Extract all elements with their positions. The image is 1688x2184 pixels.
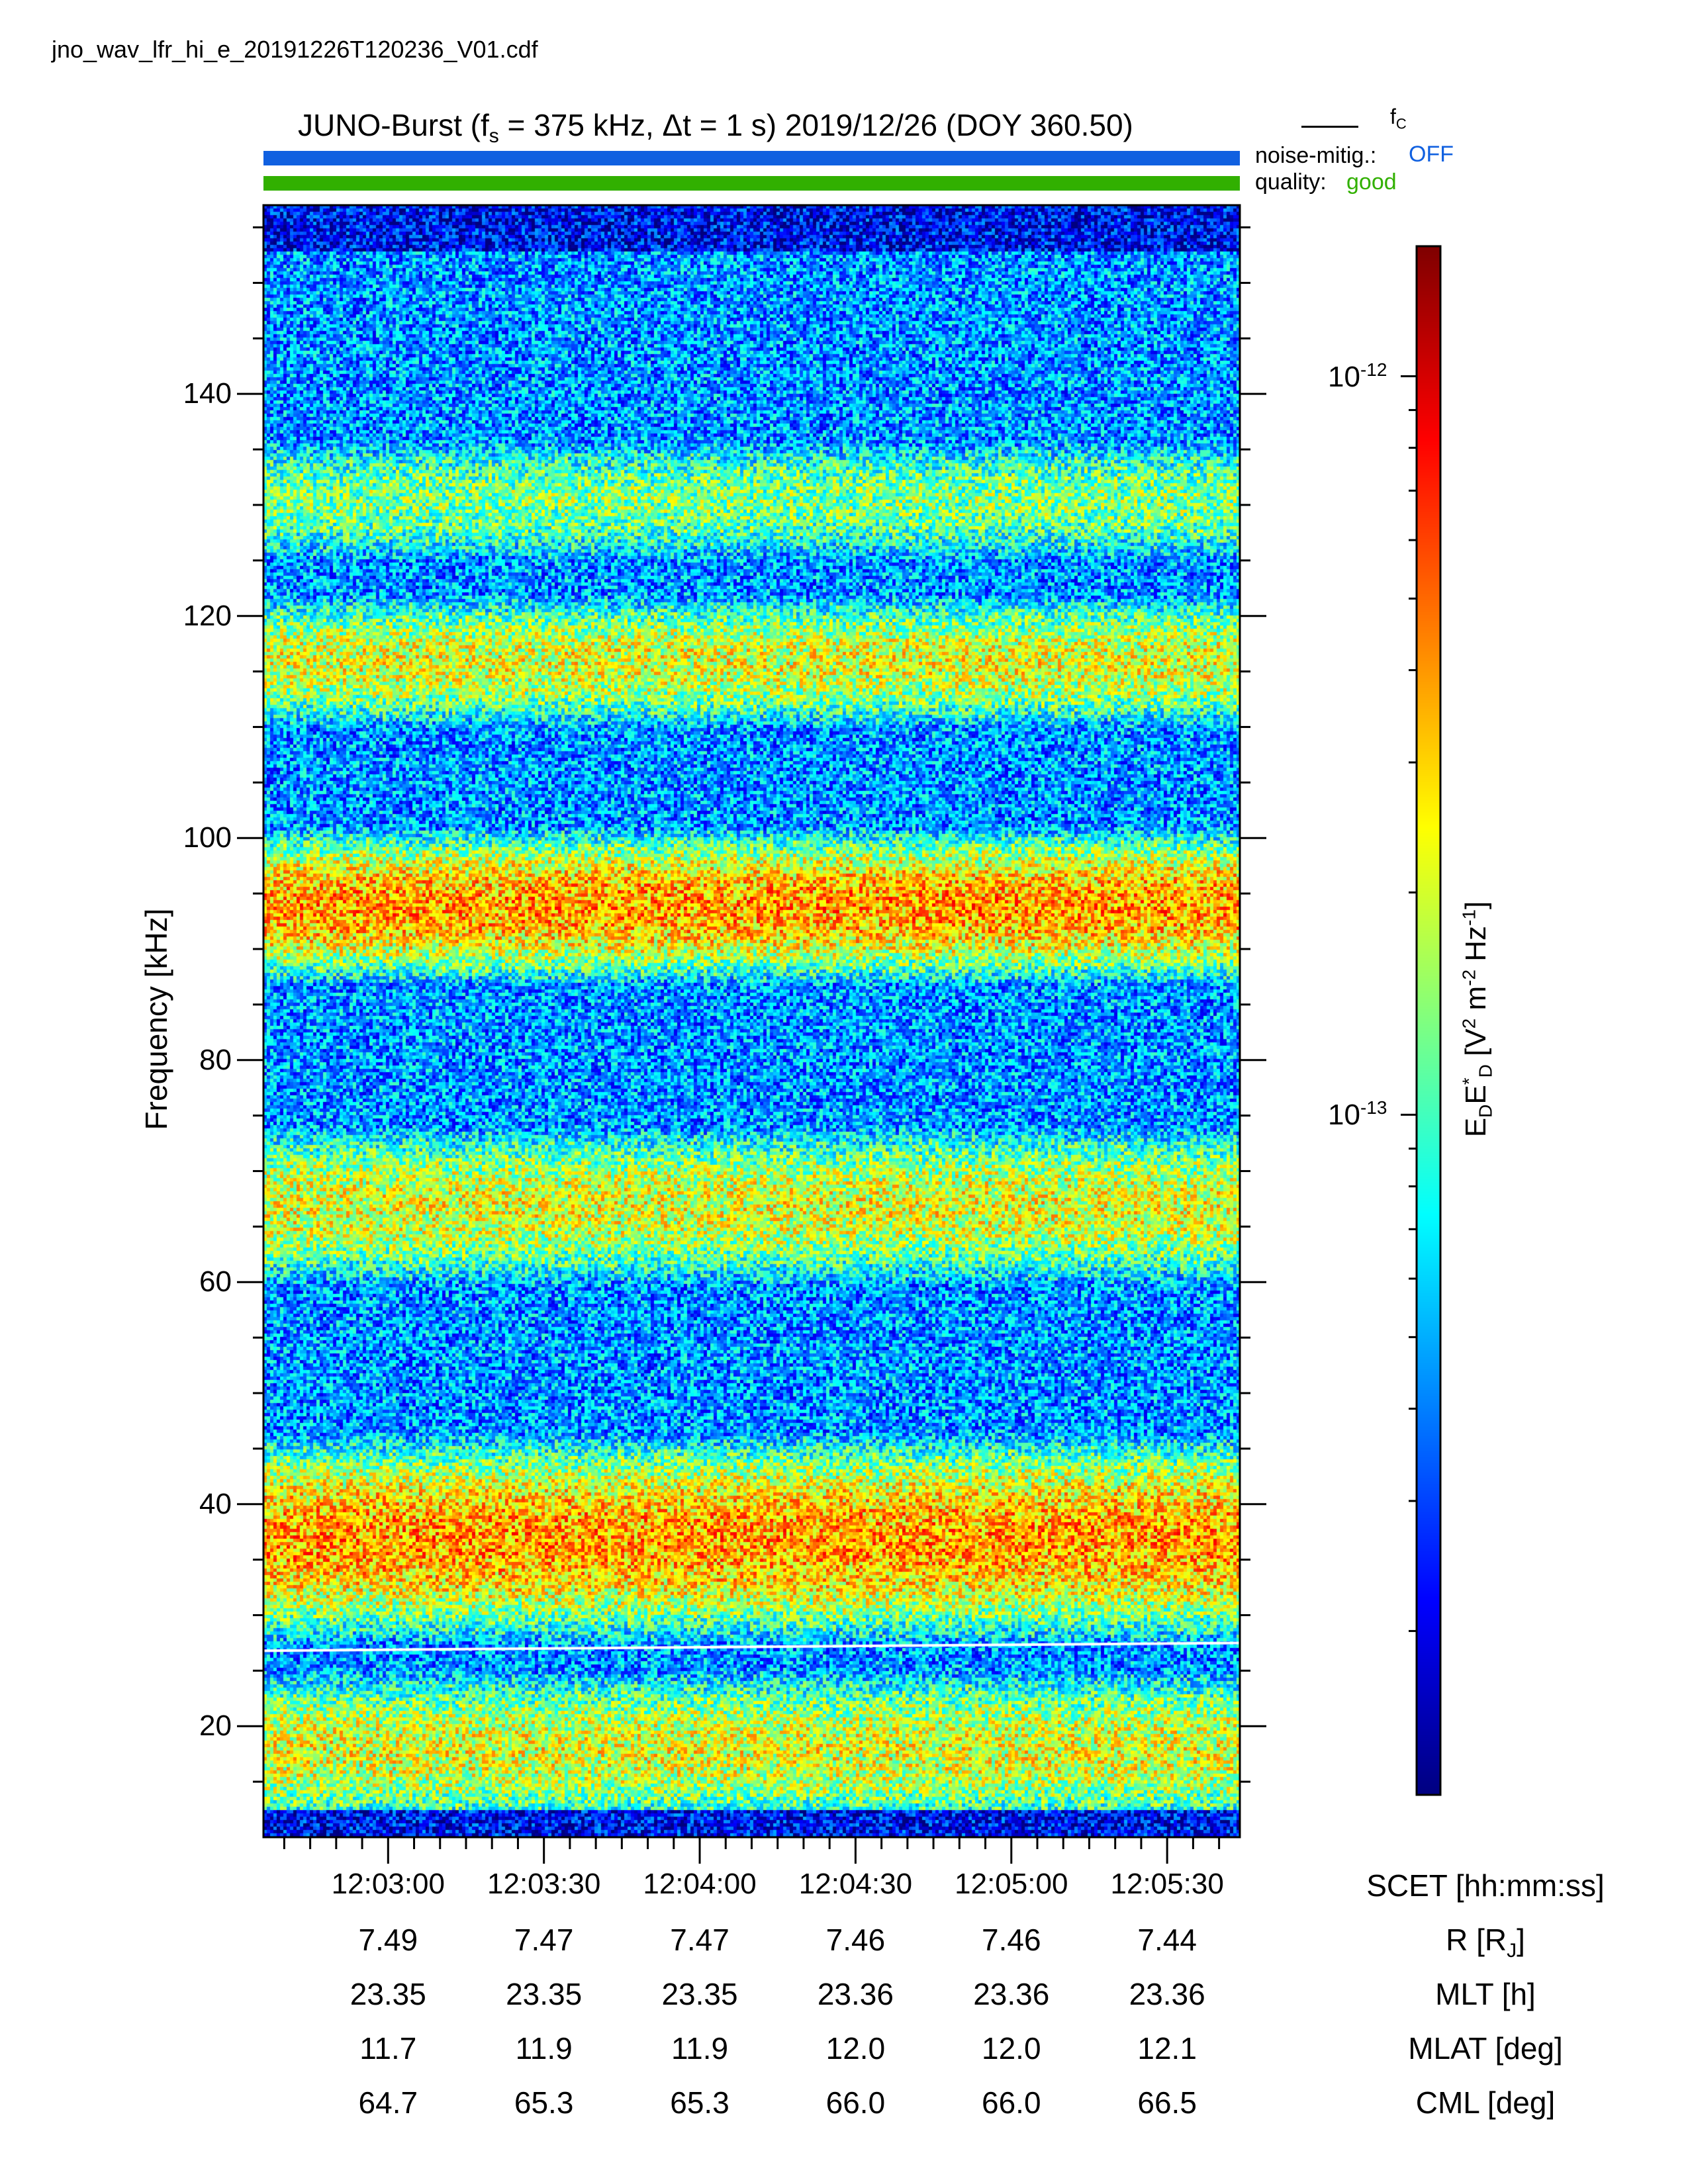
cml-value: 66.5	[1137, 2085, 1197, 2120]
y-tick-label: 140	[183, 377, 232, 410]
y-axis-label: Frequency [kHz]	[139, 908, 173, 1130]
cml-value: 65.3	[670, 2085, 729, 2120]
cml-value: 66.0	[982, 2085, 1041, 2120]
mlt-value: 23.35	[661, 1977, 738, 2011]
y-tick-label: 100	[183, 821, 232, 854]
title-suffix: = 375 kHz, Δt = 1 s) 2019/12/26 (DOY 360…	[498, 108, 1133, 142]
quality-bar	[263, 176, 1240, 191]
mlat-value: 12.0	[825, 2031, 886, 2066]
r-value: 7.47	[514, 1923, 574, 1957]
noise-mitigation-bar	[263, 151, 1240, 165]
x-tick-label: 12:03:30	[487, 1868, 601, 1900]
mlat-value: 11.9	[671, 2031, 729, 2066]
r-row-title: R [RJ]	[1446, 1923, 1525, 1962]
r-value: 7.46	[982, 1923, 1041, 1957]
colorbar-tick-label-1e-13: 10-13	[1328, 1097, 1387, 1132]
y-tick-label: 80	[199, 1043, 232, 1076]
cml-value: 64.7	[358, 2085, 418, 2120]
plot-frame	[262, 204, 1241, 1839]
mlat-value: 12.1	[1137, 2031, 1197, 2066]
y-tick-label: 60	[199, 1265, 232, 1298]
r-value: 7.49	[358, 1923, 418, 1957]
chart-title: JUNO-Burst (fs = 375 kHz, Δt = 1 s) 2019…	[298, 107, 1133, 148]
mlt-value: 23.36	[1129, 1977, 1205, 2011]
cml-row-title: CML [deg]	[1415, 2085, 1556, 2120]
mlat-row-title: MLAT [deg]	[1408, 2031, 1563, 2066]
colorbar	[1417, 246, 1440, 1795]
mlt-row-title: MLT [h]	[1435, 1977, 1536, 2011]
y-tick-label: 20	[199, 1709, 232, 1743]
title-subscript: s	[489, 125, 499, 148]
quality-label: quality:	[1255, 169, 1327, 195]
scet-axis-title: SCET [hh:mm:ss]	[1366, 1868, 1605, 1903]
r-value: 7.46	[825, 1923, 886, 1957]
colorbar-frame	[1415, 245, 1442, 1796]
x-tick-label: 12:03:00	[331, 1868, 445, 1900]
fc-legend-line	[1301, 126, 1358, 128]
mlat-value: 12.0	[982, 2031, 1041, 2066]
colorbar-tick-label-1e-12: 10-12	[1328, 359, 1387, 393]
spectrogram-heatmap	[263, 205, 1240, 1837]
cml-value: 65.3	[514, 2085, 574, 2120]
noise-mitigation-label: noise-mitig.:	[1255, 143, 1377, 168]
cml-value: 66.0	[825, 2085, 886, 2120]
x-tick-label: 12:05:30	[1110, 1868, 1224, 1900]
fc-legend-label: fC	[1390, 105, 1407, 132]
mlt-value: 23.36	[817, 1977, 894, 2011]
mlat-value: 11.7	[359, 2031, 417, 2066]
y-tick-label: 120	[183, 599, 232, 632]
colorbar-label: EDE*D [V2 m-2 Hz-1]	[1458, 901, 1496, 1138]
mlt-value: 23.36	[973, 1977, 1050, 2011]
fc-subscript: C	[1395, 115, 1407, 132]
x-tick-label: 12:04:00	[643, 1868, 757, 1900]
fc-symbol: f	[1390, 105, 1396, 128]
r-value: 7.47	[670, 1923, 729, 1957]
mlt-value: 23.35	[506, 1977, 583, 2011]
title-prefix: JUNO-Burst (f	[298, 108, 489, 142]
y-tick-label: 40	[199, 1487, 232, 1520]
file-name: jno_wav_lfr_hi_e_20191226T120236_V01.cdf	[52, 36, 538, 63]
mlat-value: 11.9	[515, 2031, 573, 2066]
noise-mitigation-value: OFF	[1409, 142, 1454, 167]
r-value: 7.44	[1137, 1923, 1197, 1957]
mlt-value: 23.35	[350, 1977, 426, 2011]
x-tick-label: 12:05:00	[955, 1868, 1068, 1900]
x-tick-label: 12:04:30	[798, 1868, 913, 1900]
quality-value: good	[1346, 169, 1397, 195]
